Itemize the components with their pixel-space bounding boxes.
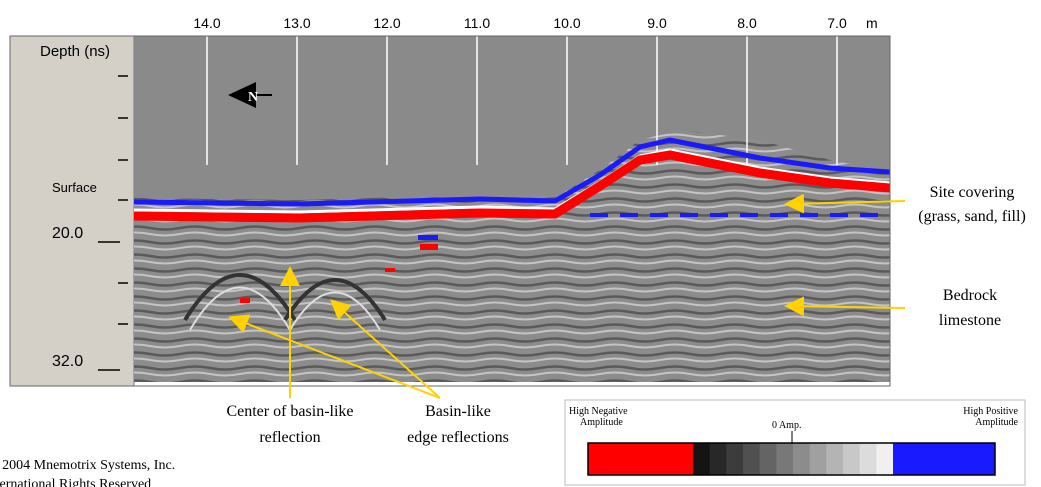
distance-label: 13.0 (283, 15, 310, 31)
depth-title: Depth (ns) (40, 43, 110, 60)
distance-label: 12.0 (373, 15, 400, 31)
amplitude-legend: High Negative Amplitude 0 Amp. High Posi… (565, 400, 1025, 485)
distance-labels: 14.0 13.0 12.0 11.0 10.0 9.0 8.0 7.0 (193, 15, 847, 31)
gray-step (876, 443, 893, 475)
annotation: limestone (939, 312, 1001, 329)
north-label: N (248, 90, 258, 105)
annotation: (grass, sand, fill) (918, 208, 1026, 225)
legend-text: Amplitude (580, 417, 623, 428)
gray-step (726, 443, 743, 475)
depth-label: 32.0 (52, 353, 83, 370)
surface-label: Surface (52, 180, 97, 195)
gray-step (760, 443, 777, 475)
legend-text: Amplitude (975, 417, 1018, 428)
depth-panel (10, 36, 134, 386)
gray-step (776, 443, 793, 475)
distance-label: 11.0 (464, 15, 490, 31)
annotation: Basin-like (425, 403, 491, 420)
gray-step (843, 443, 860, 475)
annotation: reflection (259, 429, 320, 446)
distance-label: 14.0 (193, 15, 220, 31)
distance-label: 8.0 (737, 15, 757, 31)
copyright: © 2004 Mnemotrix Systems, Inc. (0, 458, 175, 473)
depth-label: 20.0 (52, 225, 83, 242)
gray-step (860, 443, 877, 475)
distance-label: 7.0 (827, 15, 847, 31)
gray-step (810, 443, 827, 475)
gray-step (743, 443, 760, 475)
annotation: edge reflections (407, 429, 509, 446)
distance-label: 9.0 (647, 15, 667, 31)
distance-unit: m (866, 15, 878, 31)
gray-step (793, 443, 810, 475)
copyright: International Rights Reserved (0, 477, 151, 487)
distance-label: 10.0 (553, 15, 580, 31)
annotation: Bedrock (943, 287, 997, 304)
legend-text: High Positive (963, 406, 1018, 417)
legend-text: 0 Amp. (772, 420, 801, 431)
annotation: Center of basin-like (226, 403, 353, 420)
page: Depth (ns) Surface 20.0 32.0 14.0 13.0 12.… (0, 0, 1041, 487)
gray-step (693, 443, 710, 475)
gray-step (710, 443, 727, 475)
gray-step (826, 443, 843, 475)
annotation: Site covering (930, 184, 1015, 201)
legend-text: High Negative (569, 406, 628, 417)
